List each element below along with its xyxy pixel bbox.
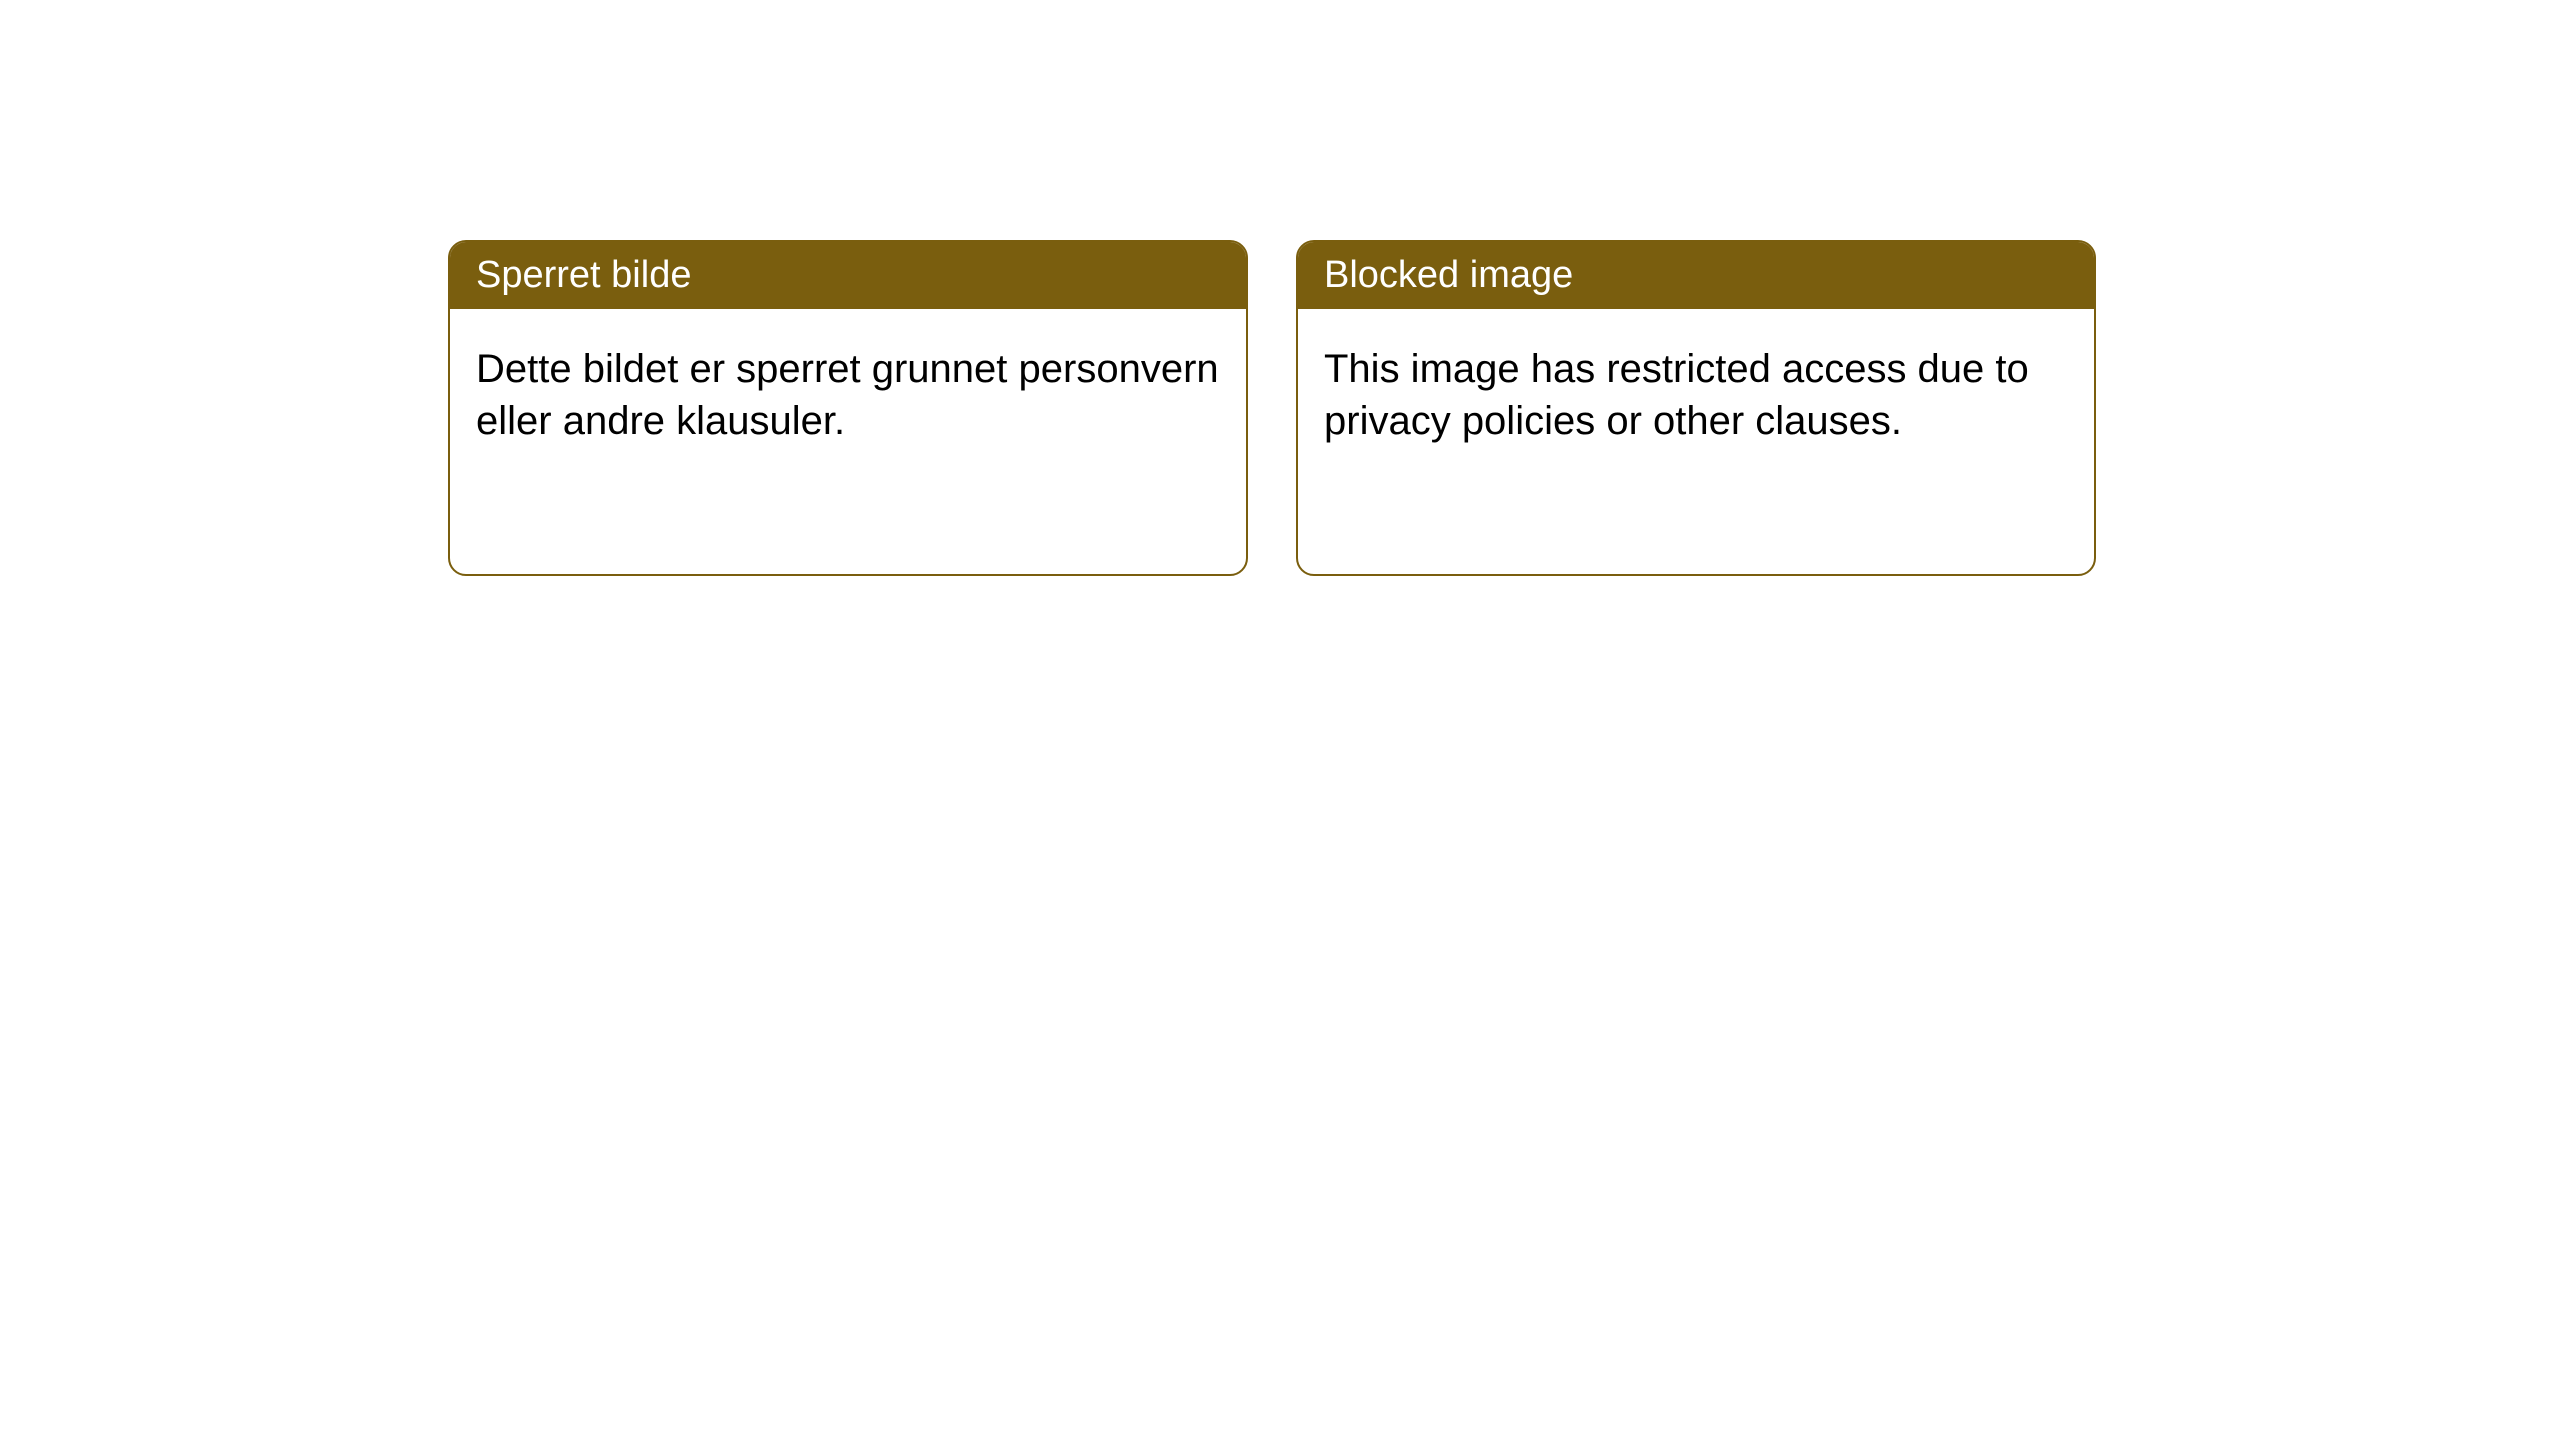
notice-title-english: Blocked image <box>1324 254 1573 296</box>
notice-title-norwegian: Sperret bilde <box>476 254 691 296</box>
notice-header-english: Blocked image <box>1298 242 2094 309</box>
notice-header-norwegian: Sperret bilde <box>450 242 1246 309</box>
notice-text-norwegian: Dette bildet er sperret grunnet personve… <box>476 347 1219 443</box>
notice-container: Sperret bilde Dette bildet er sperret gr… <box>0 0 2560 576</box>
notice-box-norwegian: Sperret bilde Dette bildet er sperret gr… <box>448 240 1248 576</box>
notice-body-english: This image has restricted access due to … <box>1298 309 2094 481</box>
notice-box-english: Blocked image This image has restricted … <box>1296 240 2096 576</box>
notice-text-english: This image has restricted access due to … <box>1324 347 2029 443</box>
notice-body-norwegian: Dette bildet er sperret grunnet personve… <box>450 309 1246 481</box>
